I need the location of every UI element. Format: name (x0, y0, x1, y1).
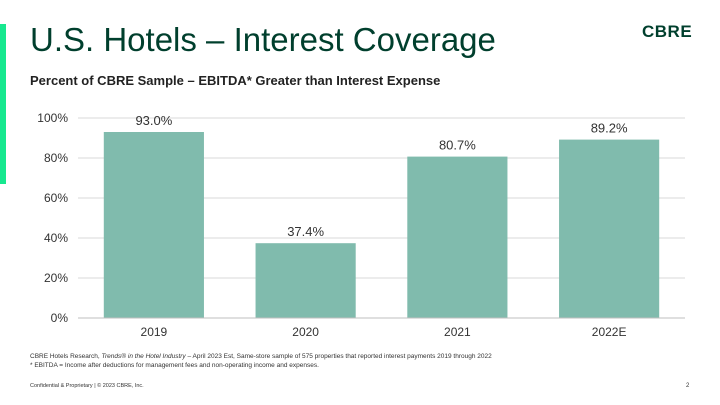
y-tick-label: 100% (37, 111, 68, 125)
bar (103, 132, 204, 318)
cbre-logo: CBRE (642, 22, 693, 41)
y-tick-label: 20% (44, 271, 68, 285)
source-publication: Trends® in the Hotel Industry (101, 353, 186, 360)
x-tick-label: 2021 (444, 325, 471, 339)
bar-value-label: 93.0% (135, 113, 172, 128)
source-suffix: – April 2023 Est, Same-store sample of 5… (185, 353, 492, 360)
x-tick-label: 2020 (292, 325, 319, 339)
y-tick-label: 80% (44, 151, 68, 165)
bar-value-label: 89.2% (591, 121, 628, 136)
bar-value-label: 37.4% (287, 224, 324, 239)
slide-title: U.S. Hotels – Interest Coverage (30, 21, 496, 58)
y-tick-label: 0% (51, 311, 69, 325)
bar (407, 156, 508, 318)
footer-notes: CBRE Hotels Research, Trends® in the Hot… (30, 353, 500, 370)
source-prefix: CBRE Hotels Research, (30, 353, 102, 360)
ebitda-footnote: * EBITDA = Income after deductions for m… (30, 361, 319, 369)
page-number: 2 (686, 383, 690, 389)
x-tick-label: 2019 (141, 325, 168, 339)
y-tick-label: 40% (44, 231, 68, 245)
bar (559, 139, 660, 318)
y-tick-label: 60% (44, 191, 68, 205)
bar (255, 243, 356, 318)
x-tick-label: 2022E (592, 325, 627, 339)
confidential-notice: Confidential & Proprietary | © 2023 CBRE… (30, 383, 144, 389)
source-note: CBRE Hotels Research, Trends® in the Hot… (30, 353, 500, 362)
chart-subtitle: Percent of CBRE Sample – EBITDA* Greater… (30, 73, 441, 88)
bar-value-label: 80.7% (439, 138, 476, 153)
accent-bar (0, 24, 6, 184)
